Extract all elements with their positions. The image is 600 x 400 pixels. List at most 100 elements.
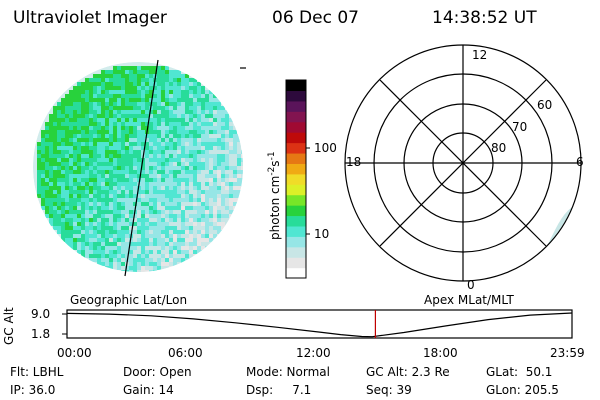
image-pixel [157, 250, 161, 254]
image-pixel [209, 114, 213, 118]
image-pixel [209, 102, 213, 106]
image-pixel [157, 138, 161, 142]
image-pixel [149, 154, 153, 158]
image-pixel [161, 90, 165, 94]
image-pixel [149, 182, 153, 186]
image-pixel [137, 90, 141, 94]
image-pixel [173, 114, 177, 118]
image-pixel [129, 254, 133, 258]
image-pixel [133, 82, 137, 86]
image-pixel [193, 98, 197, 102]
image-pixel [161, 174, 165, 178]
image-pixel [77, 214, 81, 218]
image-pixel [61, 226, 65, 230]
image-pixel [189, 234, 193, 238]
image-pixel [93, 154, 97, 158]
image-pixel [177, 214, 181, 218]
image-pixel [201, 190, 205, 194]
image-pixel [121, 150, 125, 154]
image-pixel [145, 238, 149, 242]
image-pixel [129, 146, 133, 150]
image-pixel [157, 222, 161, 226]
image-pixel [69, 242, 73, 246]
image-pixel [109, 190, 113, 194]
image-pixel [225, 110, 229, 114]
image-pixel [133, 102, 137, 106]
image-pixel [177, 234, 181, 238]
image-pixel [233, 210, 237, 214]
image-pixel [197, 214, 201, 218]
image-pixel [81, 166, 85, 170]
image-pixel [169, 102, 173, 106]
image-pixel [53, 198, 57, 202]
image-pixel [129, 218, 133, 222]
image-pixel [157, 70, 161, 74]
image-pixel [81, 194, 85, 198]
image-pixel [61, 154, 65, 158]
image-pixel [85, 106, 89, 110]
image-pixel [129, 230, 133, 234]
image-pixel [129, 170, 133, 174]
image-pixel [225, 182, 229, 186]
image-pixel [173, 214, 177, 218]
image-pixel [209, 182, 213, 186]
image-pixel [45, 130, 49, 134]
image-pixel [177, 166, 181, 170]
image-pixel [101, 94, 105, 98]
image-pixel [77, 206, 81, 210]
image-pixel [229, 218, 233, 222]
image-pixel [69, 170, 73, 174]
image-pixel [225, 202, 229, 206]
image-pixel [201, 134, 205, 138]
image-pixel [161, 82, 165, 86]
image-pixel [121, 210, 125, 214]
image-pixel [93, 170, 97, 174]
image-pixel [69, 162, 73, 166]
image-pixel [125, 266, 129, 270]
image-pixel [61, 182, 65, 186]
image-pixel [197, 158, 201, 162]
image-pixel [105, 130, 109, 134]
image-pixel [165, 218, 169, 222]
image-pixel [101, 126, 105, 130]
image-pixel [117, 86, 121, 90]
image-pixel [65, 210, 69, 214]
image-pixel [213, 130, 217, 134]
image-pixel [101, 174, 105, 178]
image-pixel [181, 102, 185, 106]
image-pixel [125, 150, 129, 154]
image-pixel [229, 198, 233, 202]
image-pixel [141, 226, 145, 230]
seq-info: Seq: 39 [366, 383, 412, 397]
image-pixel [145, 142, 149, 146]
image-pixel [89, 126, 93, 130]
image-pixel [193, 154, 197, 158]
image-pixel [121, 78, 125, 82]
image-pixel [209, 94, 213, 98]
image-pixel [149, 78, 153, 82]
image-pixel [69, 154, 73, 158]
image-pixel [157, 182, 161, 186]
image-pixel [221, 222, 225, 226]
image-pixel [101, 194, 105, 198]
image-pixel [105, 222, 109, 226]
color-bar-segment [286, 163, 306, 175]
image-pixel [157, 234, 161, 238]
image-pixel [233, 162, 237, 166]
image-pixel [81, 254, 85, 258]
image-pixel [49, 142, 53, 146]
image-pixel [185, 174, 189, 178]
image-pixel [233, 130, 237, 134]
image-pixel [165, 206, 169, 210]
image-pixel [93, 74, 97, 78]
image-pixel [185, 206, 189, 210]
image-pixel [173, 82, 177, 86]
image-pixel [97, 190, 101, 194]
image-pixel [117, 242, 121, 246]
image-pixel [165, 234, 169, 238]
image-pixel [177, 182, 181, 186]
image-pixel [201, 234, 205, 238]
image-pixel [77, 86, 81, 90]
image-pixel [69, 130, 73, 134]
image-pixel [101, 146, 105, 150]
